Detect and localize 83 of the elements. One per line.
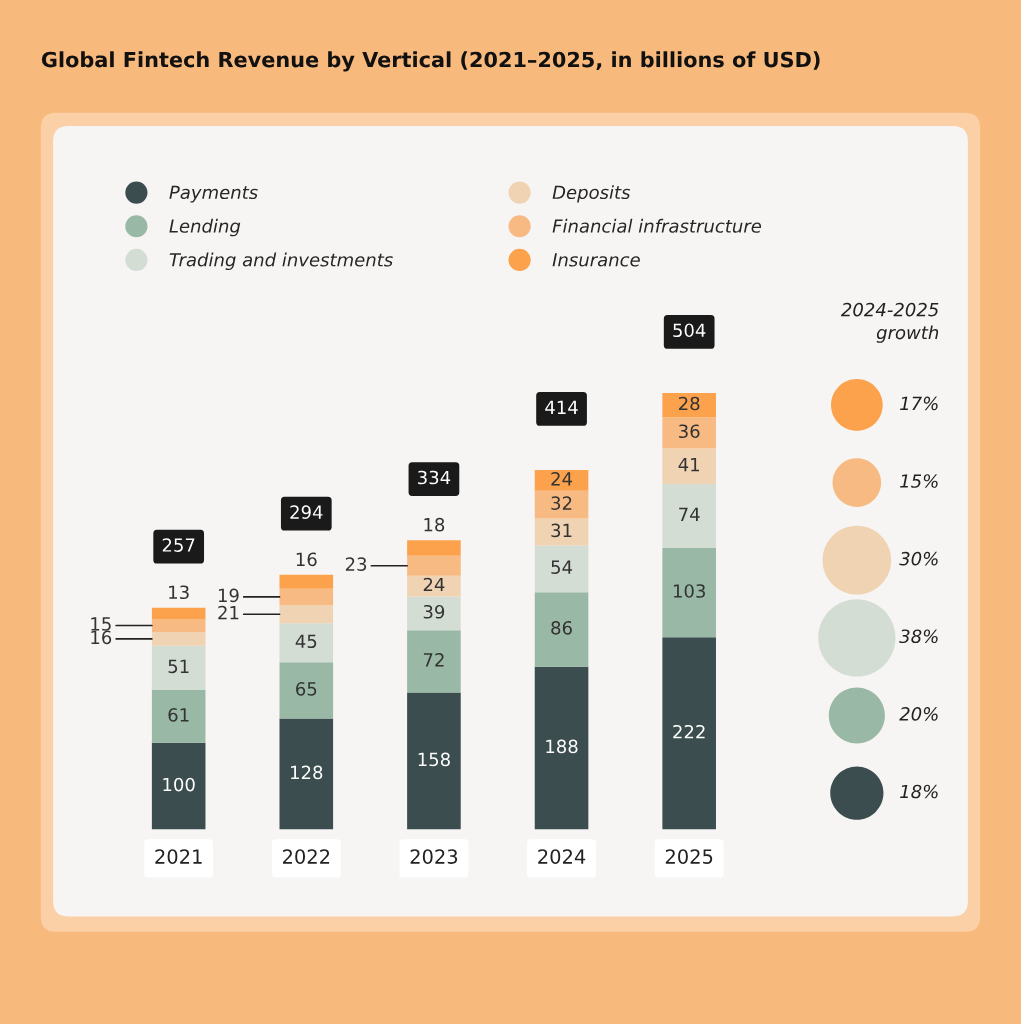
bar	[534, 518, 589, 546]
bar	[407, 630, 461, 693]
bar	[407, 692, 461, 830]
data-label: 38%	[899, 629, 938, 644]
data-label: 24	[423, 577, 445, 592]
data-label: 39	[423, 604, 445, 619]
bar	[151, 607, 206, 619]
data-label: 65	[296, 682, 317, 696]
data-label: 128	[291, 765, 323, 780]
legend-label: Trading and investments	[169, 252, 393, 271]
bar	[662, 483, 716, 548]
bar	[279, 605, 334, 624]
total-label: 334	[418, 470, 451, 485]
bar	[662, 417, 716, 449]
data-label: 15	[91, 617, 111, 631]
data-label: 36	[679, 424, 700, 439]
legend-label: Insurance	[552, 253, 640, 267]
bar	[407, 540, 461, 556]
bar	[534, 490, 589, 519]
data-label: 222	[673, 724, 705, 739]
data-label: 13	[169, 585, 189, 600]
data-label: 74	[679, 507, 700, 521]
data-label: 61	[168, 708, 189, 722]
bar	[662, 448, 716, 484]
bar	[407, 555, 461, 576]
bar	[151, 631, 206, 646]
data-label: 18	[424, 517, 445, 532]
legend-label: Deposits	[552, 185, 631, 203]
data-label: 23	[345, 557, 367, 571]
data-label: 18%	[900, 784, 938, 799]
bar	[662, 392, 716, 418]
bar	[279, 574, 334, 589]
legend-label: Financial infrastructure	[552, 218, 762, 233]
bar	[151, 619, 206, 632]
data-label: 24	[551, 472, 573, 486]
legend-label: Payments	[169, 185, 258, 203]
data-label: 16	[91, 630, 112, 645]
total-label: 257	[162, 538, 195, 552]
x-tick-label: 2024	[538, 849, 586, 864]
x-tick-label: 2022	[282, 849, 330, 864]
data-label: 16	[296, 552, 317, 567]
bar	[534, 592, 589, 667]
data-label: 51	[168, 659, 189, 674]
data-label: 188	[546, 739, 578, 754]
bar	[534, 470, 589, 491]
bar	[662, 637, 716, 830]
bar	[279, 718, 334, 830]
data-label: 103	[673, 584, 705, 598]
x-tick-label: 2021	[155, 849, 202, 864]
bar	[279, 662, 334, 719]
total-label: 504	[673, 323, 706, 338]
data-label: 32	[551, 496, 572, 510]
x-tick-label: 2025	[665, 849, 713, 864]
bar	[151, 690, 206, 743]
chart-title: Global Fintech Revenue by Vertical (2021–2025, in billions of USD)	[41, 51, 820, 72]
data-label: 31	[551, 523, 572, 538]
data-label: 158	[418, 752, 450, 767]
x-tick-label: 2023	[410, 849, 458, 864]
bar	[534, 666, 589, 830]
bar	[279, 623, 334, 663]
data-label: 20%	[899, 707, 938, 721]
data-label: 15%	[900, 474, 938, 488]
bar	[662, 547, 716, 638]
bar	[534, 545, 589, 593]
text: 2024-2025 growth	[840, 302, 939, 343]
data-label: 41	[678, 457, 699, 472]
total-label: 294	[290, 505, 323, 519]
data-label: 45	[295, 634, 317, 649]
data-label: 30%	[899, 551, 938, 566]
data-label: 72	[423, 653, 444, 667]
bar	[407, 596, 461, 631]
data-label: 19	[218, 588, 239, 603]
bar	[279, 588, 334, 606]
total-label: 414	[545, 400, 578, 414]
data-label: 21	[218, 605, 239, 620]
data-label: 17%	[900, 396, 938, 411]
data-label: 28	[679, 396, 700, 411]
legend-label: Lending	[169, 218, 241, 237]
data-label: 100	[163, 777, 195, 792]
data-label: 86	[551, 620, 572, 635]
data-label: 54	[551, 560, 573, 575]
bar	[151, 645, 206, 691]
bar	[151, 742, 206, 830]
